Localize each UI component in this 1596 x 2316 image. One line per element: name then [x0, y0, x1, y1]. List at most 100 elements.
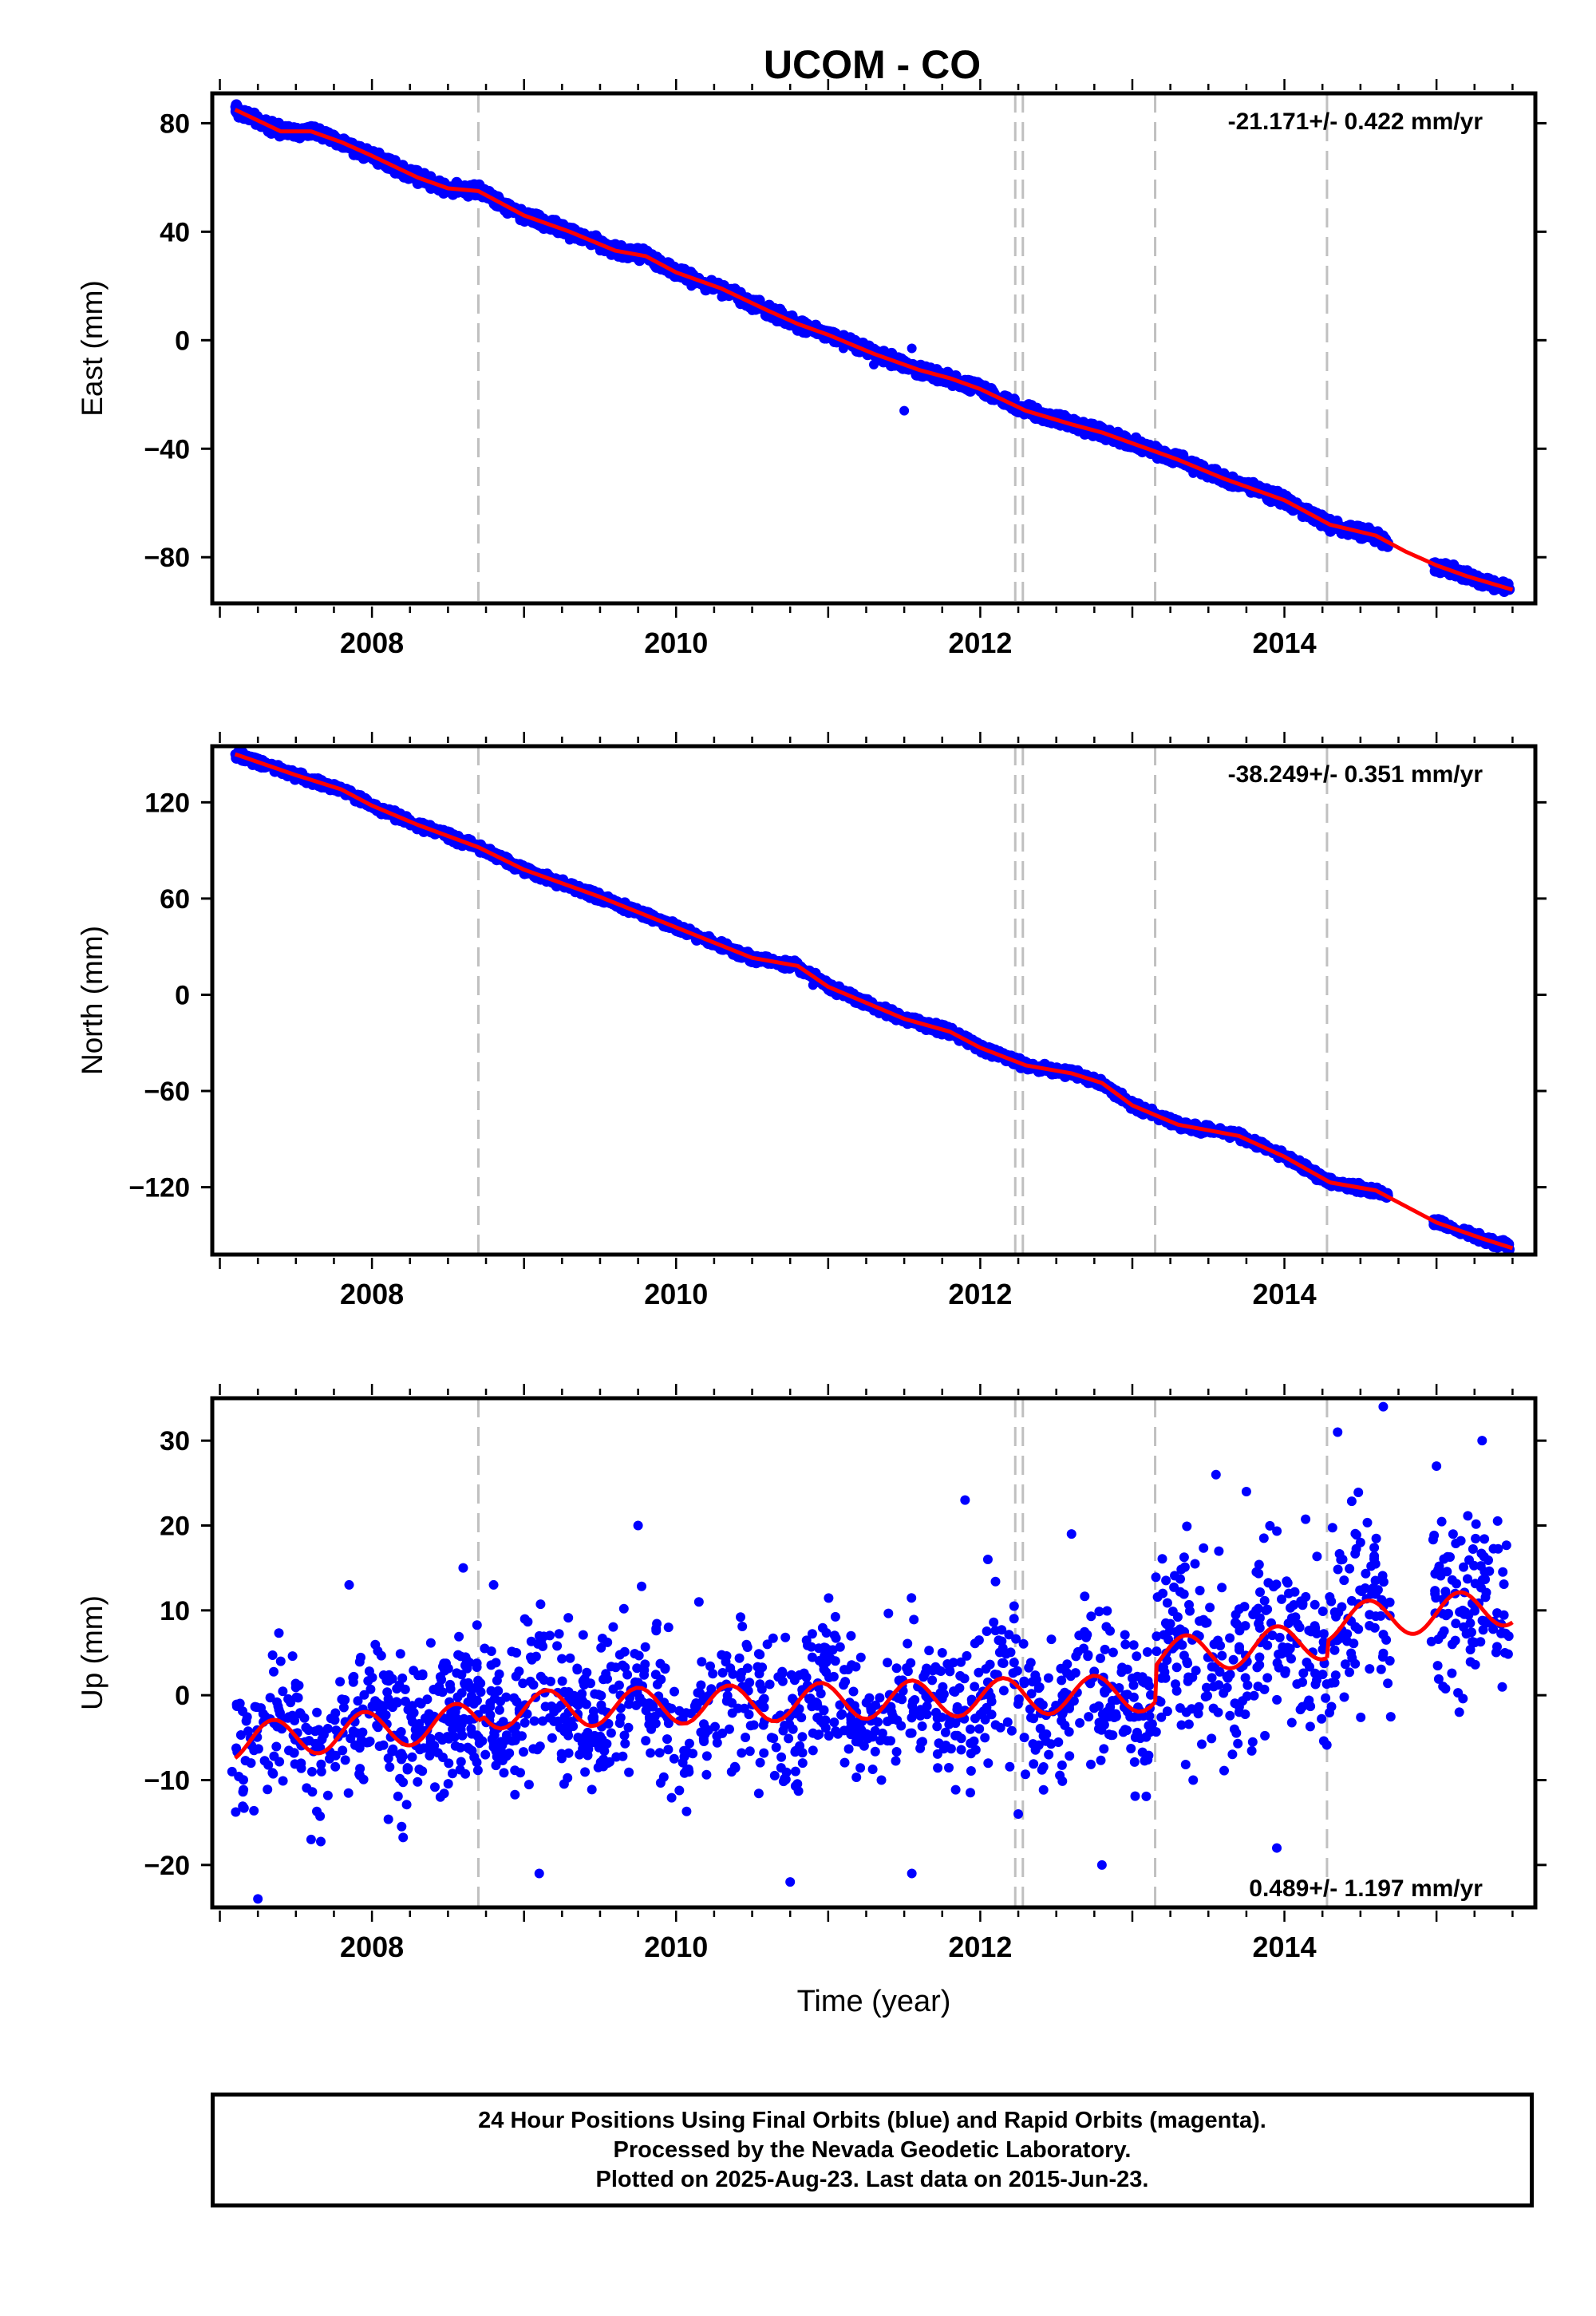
data-point — [855, 1763, 866, 1773]
data-point — [933, 1763, 943, 1773]
y-tick-label: 40 — [160, 217, 190, 247]
data-point — [696, 1680, 706, 1690]
data-point — [1477, 1436, 1487, 1446]
data-point — [269, 1666, 279, 1677]
data-point — [909, 1614, 919, 1625]
data-point — [990, 1720, 1001, 1730]
y-tick-label: 120 — [144, 788, 190, 818]
data-point — [494, 1705, 504, 1715]
data-point — [1361, 1568, 1371, 1579]
data-point — [937, 1648, 947, 1658]
x-tick-label: 2014 — [1253, 1278, 1317, 1310]
x-tick-label: 2012 — [948, 1278, 1012, 1310]
data-point — [1499, 1579, 1509, 1589]
data-point — [846, 1630, 856, 1641]
data-point — [1023, 399, 1035, 411]
x-tick-label: 2014 — [1253, 626, 1317, 659]
data-point — [734, 1653, 745, 1663]
data-point — [932, 1721, 942, 1732]
data-point — [986, 1709, 997, 1720]
data-point — [982, 1555, 993, 1565]
data-point — [550, 215, 561, 227]
data-point — [1183, 1719, 1194, 1729]
y-axis-label: East (mm) — [76, 280, 109, 417]
data-point — [1353, 1488, 1364, 1497]
data-point — [312, 1707, 322, 1717]
data-point — [401, 1800, 412, 1810]
data-point — [275, 1656, 286, 1666]
data-point — [1182, 1521, 1192, 1531]
data-point — [263, 1784, 273, 1795]
data-point — [1046, 1634, 1057, 1645]
data-point — [727, 1708, 737, 1718]
data-point — [1429, 565, 1441, 577]
data-point — [1019, 1733, 1029, 1743]
data-point — [554, 1629, 564, 1639]
data-point — [393, 1791, 403, 1801]
data-point — [1094, 1607, 1104, 1617]
data-point — [430, 1782, 440, 1792]
rate-label: -21.171+/- 0.422 mm/yr — [1228, 109, 1483, 135]
data-point — [1432, 1461, 1442, 1472]
data-point — [307, 1767, 317, 1777]
data-point — [1241, 1486, 1251, 1496]
data-point — [1044, 1749, 1054, 1760]
data-point — [231, 1807, 241, 1817]
data-point — [1370, 1575, 1381, 1586]
data-point — [839, 1757, 850, 1768]
data-point — [1376, 1664, 1386, 1674]
data-point — [1383, 1678, 1393, 1689]
data-point — [522, 1709, 532, 1719]
data-point — [726, 1767, 737, 1777]
data-point — [1214, 1546, 1224, 1556]
data-point — [956, 1657, 966, 1667]
data-point — [458, 1563, 468, 1573]
data-point — [1240, 1673, 1250, 1683]
data-point — [454, 1631, 464, 1642]
data-point — [728, 1669, 738, 1679]
fit-curve — [234, 108, 1514, 592]
data-point — [587, 1784, 597, 1795]
data-point — [256, 1703, 266, 1713]
data-point — [1468, 1544, 1478, 1554]
data-point — [499, 1768, 509, 1778]
data-point — [358, 152, 369, 164]
data-point — [1086, 1611, 1096, 1622]
data-point — [278, 1686, 288, 1697]
y-tick-label: 80 — [160, 109, 190, 139]
plot-frame — [210, 744, 1538, 1257]
data-point — [1503, 1649, 1513, 1659]
y-tick-label: −40 — [144, 434, 190, 464]
y-tick-label: −80 — [144, 543, 190, 573]
data-point — [378, 1740, 389, 1750]
y-tick-label: 0 — [175, 980, 190, 1010]
data-point — [891, 1747, 902, 1757]
data-point — [1454, 1707, 1464, 1717]
data-point — [1035, 1723, 1045, 1733]
x-tick-label: 2010 — [644, 1278, 708, 1310]
data-point — [1029, 1759, 1039, 1769]
data-point — [1018, 1638, 1029, 1649]
plot-area-north — [230, 746, 1515, 1255]
fit-curve — [234, 752, 1514, 1251]
data-point — [1272, 1843, 1282, 1853]
data-point — [1151, 1572, 1161, 1583]
x-tick-label: 2012 — [948, 626, 1012, 659]
data-point — [253, 1894, 263, 1904]
data-point — [654, 1748, 665, 1758]
data-point — [1171, 1686, 1182, 1696]
data-point — [1096, 1860, 1107, 1870]
data-point — [990, 1576, 1001, 1587]
data-point — [876, 1775, 887, 1785]
data-point — [1318, 1637, 1329, 1647]
data-point — [960, 1495, 970, 1505]
data-point — [962, 1650, 972, 1661]
data-point — [488, 1579, 499, 1590]
data-point — [851, 1773, 862, 1782]
data-point — [557, 1676, 567, 1686]
data-point — [1259, 1595, 1270, 1606]
y-tick-label: 60 — [160, 884, 190, 915]
